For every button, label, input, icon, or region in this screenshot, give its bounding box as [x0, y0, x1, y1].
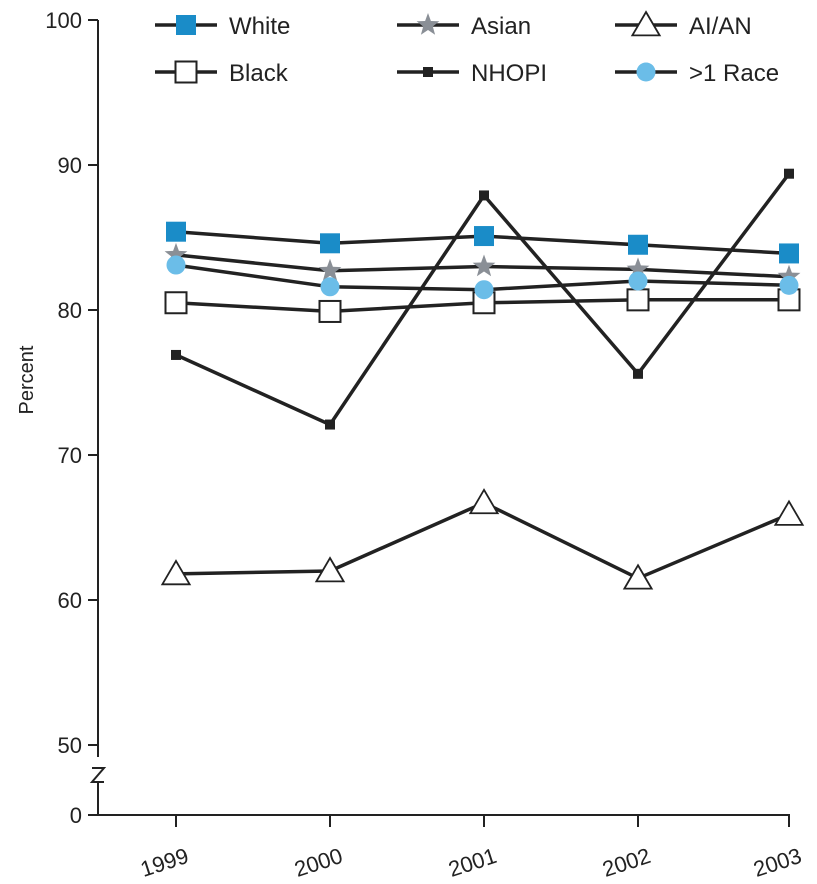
y-tick-label: 0: [70, 803, 82, 828]
data-point-asian: [777, 264, 801, 287]
data-point-1race: [320, 277, 340, 297]
data-point-nhopi: [633, 368, 643, 379]
data-point-1race: [166, 255, 186, 275]
legend-label-1race: >1 Race: [689, 60, 779, 87]
y-tick-label: 60: [58, 588, 82, 613]
data-point-1race: [779, 275, 799, 295]
x-tick-label: 2001: [445, 843, 499, 882]
x-tick-label: 2003: [750, 843, 804, 882]
data-point-nhopi: [784, 168, 794, 179]
data-point-asian: [626, 257, 650, 280]
legend-item-asian: Asian: [397, 13, 531, 40]
data-point-aian: [314, 556, 346, 583]
data-point-nhopi: [325, 419, 335, 430]
data-point-nhopi: [479, 190, 489, 201]
data-point-aian: [622, 563, 654, 590]
legend-item-aian: AI/AN: [615, 10, 752, 40]
y-tick-label: 90: [58, 153, 82, 178]
data-point-white: [779, 243, 799, 264]
y-tick-label: 70: [58, 443, 82, 468]
data-point-white: [474, 226, 494, 247]
legend-label-white: White: [229, 13, 290, 40]
y-tick-label: 80: [58, 298, 82, 323]
legend-item-1race: >1 Race: [615, 60, 779, 87]
x-tick-label: 2002: [599, 843, 653, 882]
legend-marker-1race: [636, 62, 656, 82]
data-point-asian: [318, 258, 342, 281]
data-point-asian: [164, 242, 188, 265]
y-tick-label: 100: [45, 8, 82, 33]
data-point-white: [166, 221, 186, 242]
series-markers: [160, 168, 805, 590]
data-point-black: [626, 288, 650, 312]
legend-marker-asian: [416, 13, 440, 35]
data-point-aian: [160, 559, 192, 586]
legend-label-asian: Asian: [471, 13, 531, 40]
data-point-1race: [628, 271, 648, 291]
legend-label-nhopi: NHOPI: [471, 60, 547, 87]
x-tick-label: 1999: [137, 843, 191, 882]
data-point-aian: [468, 488, 500, 515]
data-point-white: [628, 234, 648, 255]
legend-marker-black: [174, 60, 198, 84]
legend-marker-white: [176, 15, 196, 35]
legend-marker-nhopi: [423, 67, 433, 77]
legend-item-nhopi: NHOPI: [397, 60, 547, 87]
data-point-black: [318, 299, 342, 323]
data-point-nhopi: [171, 349, 181, 360]
data-point-asian: [472, 254, 496, 277]
data-point-black: [164, 291, 188, 315]
legend-label-aian: AI/AN: [689, 13, 752, 40]
legend-label-black: Black: [229, 60, 289, 87]
data-point-1race: [474, 280, 494, 300]
data-point-white: [320, 233, 340, 254]
legend: White Asian AI/AN Black NHOPI >1 Race: [155, 10, 779, 87]
legend-item-white: White: [155, 13, 290, 40]
legend-item-black: Black: [155, 60, 289, 87]
y-axis-title: Percent: [16, 345, 38, 414]
x-tick-label: 2000: [291, 843, 345, 882]
y-tick-label: 50: [58, 733, 82, 758]
axis-break-mark: [89, 767, 107, 783]
legend-marker-aian: [630, 10, 662, 37]
data-point-aian: [773, 499, 805, 526]
axes: 100 90 80 70 60 50 0 1999 2000 2001 2002 2003: [45, 8, 804, 882]
